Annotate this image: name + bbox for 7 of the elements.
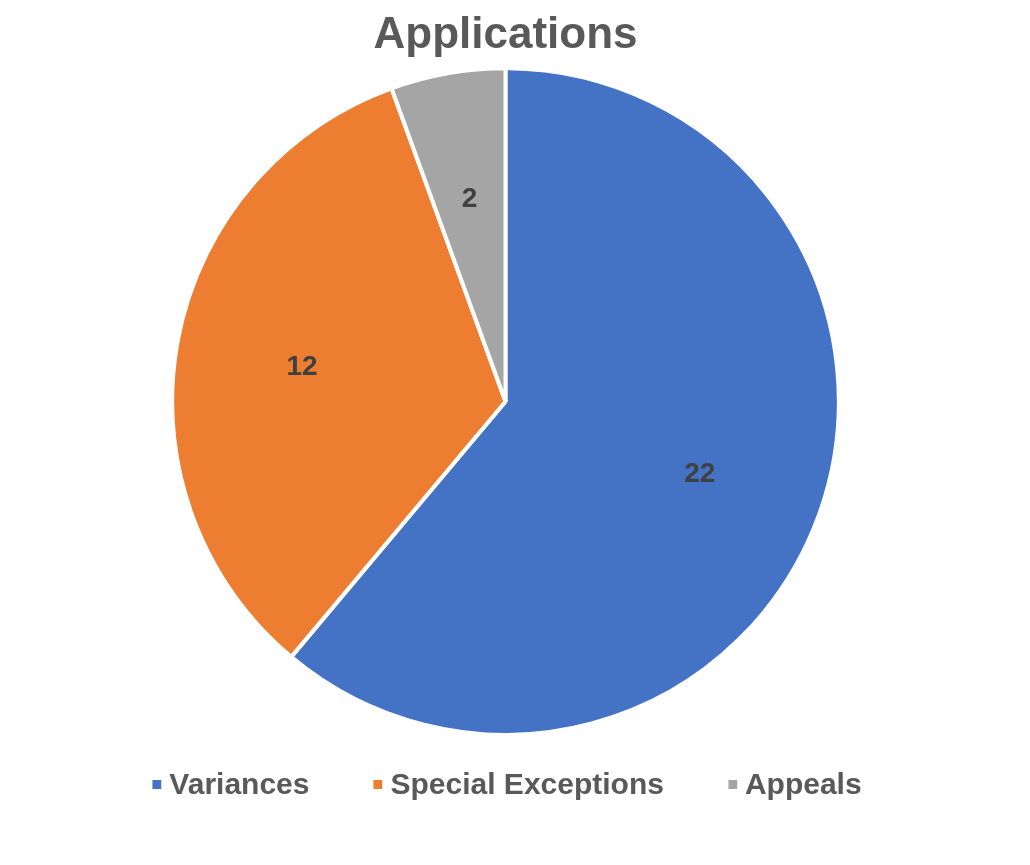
chart-title: Applications	[373, 7, 638, 57]
data-label: 12	[286, 350, 318, 382]
legend-label: Variances	[169, 767, 310, 801]
data-label: 22	[684, 456, 716, 488]
legend-label: Special Exceptions	[390, 767, 664, 801]
legend-label: Appeals	[744, 767, 862, 801]
data-label: 2	[461, 182, 478, 214]
